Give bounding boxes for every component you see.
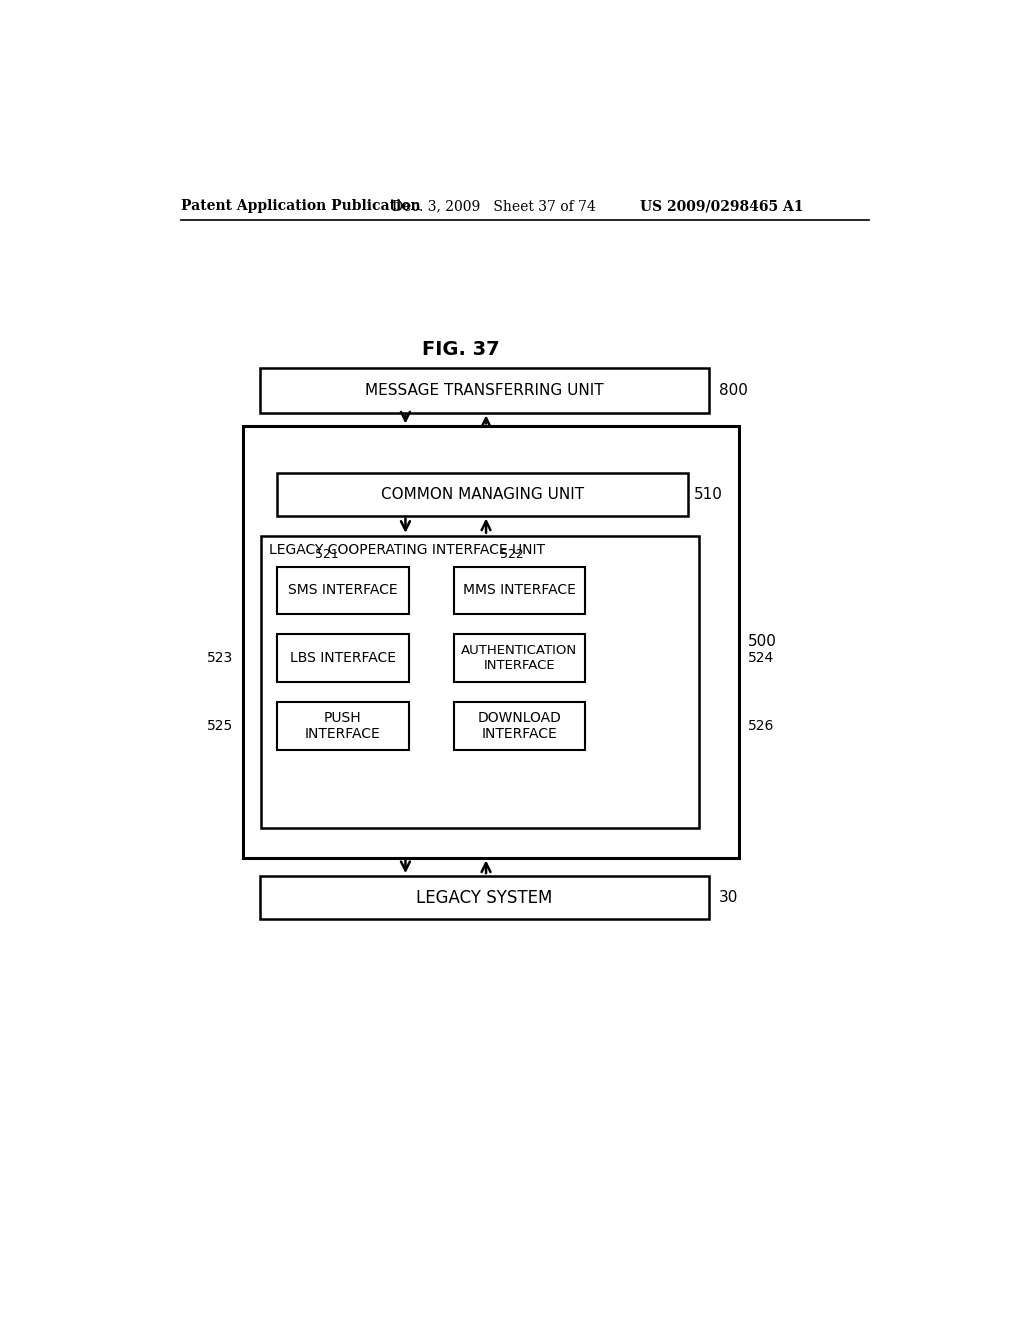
- Text: LEGACY SYSTEM: LEGACY SYSTEM: [417, 888, 553, 907]
- Text: 524: 524: [748, 651, 774, 665]
- Text: DOWNLOAD
INTERFACE: DOWNLOAD INTERFACE: [477, 710, 561, 741]
- Bar: [261, 536, 699, 829]
- Text: COMMON MANAGING UNIT: COMMON MANAGING UNIT: [381, 487, 584, 502]
- Text: Dec. 3, 2009   Sheet 37 of 74: Dec. 3, 2009 Sheet 37 of 74: [391, 199, 595, 213]
- Text: SMS INTERFACE: SMS INTERFACE: [288, 583, 397, 598]
- Bar: [454, 566, 586, 614]
- Text: PUSH
INTERFACE: PUSH INTERFACE: [305, 710, 381, 741]
- Text: 526: 526: [748, 719, 774, 733]
- Text: 800: 800: [719, 383, 748, 397]
- Text: AUTHENTICATION
INTERFACE: AUTHENTICATION INTERFACE: [462, 644, 578, 672]
- Bar: [276, 473, 687, 516]
- Text: MMS INTERFACE: MMS INTERFACE: [463, 583, 575, 598]
- Bar: [454, 635, 586, 682]
- Bar: [243, 426, 738, 858]
- Text: 510: 510: [693, 487, 723, 502]
- Text: US 2009/0298465 A1: US 2009/0298465 A1: [640, 199, 803, 213]
- Text: 522: 522: [500, 548, 523, 561]
- Text: Patent Application Publication: Patent Application Publication: [180, 199, 420, 213]
- Bar: [276, 702, 409, 750]
- Bar: [276, 566, 409, 614]
- Bar: [276, 635, 409, 682]
- Text: LBS INTERFACE: LBS INTERFACE: [290, 651, 395, 665]
- Bar: [454, 702, 586, 750]
- Text: FIG. 37: FIG. 37: [423, 339, 500, 359]
- Text: MESSAGE TRANSFERRING UNIT: MESSAGE TRANSFERRING UNIT: [366, 383, 604, 397]
- Text: LEGACY COOPERATING INTERFACE UNIT: LEGACY COOPERATING INTERFACE UNIT: [269, 543, 545, 557]
- Text: 523: 523: [207, 651, 233, 665]
- Text: 500: 500: [748, 635, 777, 649]
- Text: 30: 30: [719, 890, 738, 906]
- Bar: [260, 368, 710, 412]
- Text: 525: 525: [207, 719, 233, 733]
- Text: 521: 521: [315, 548, 339, 561]
- Bar: [260, 876, 710, 919]
